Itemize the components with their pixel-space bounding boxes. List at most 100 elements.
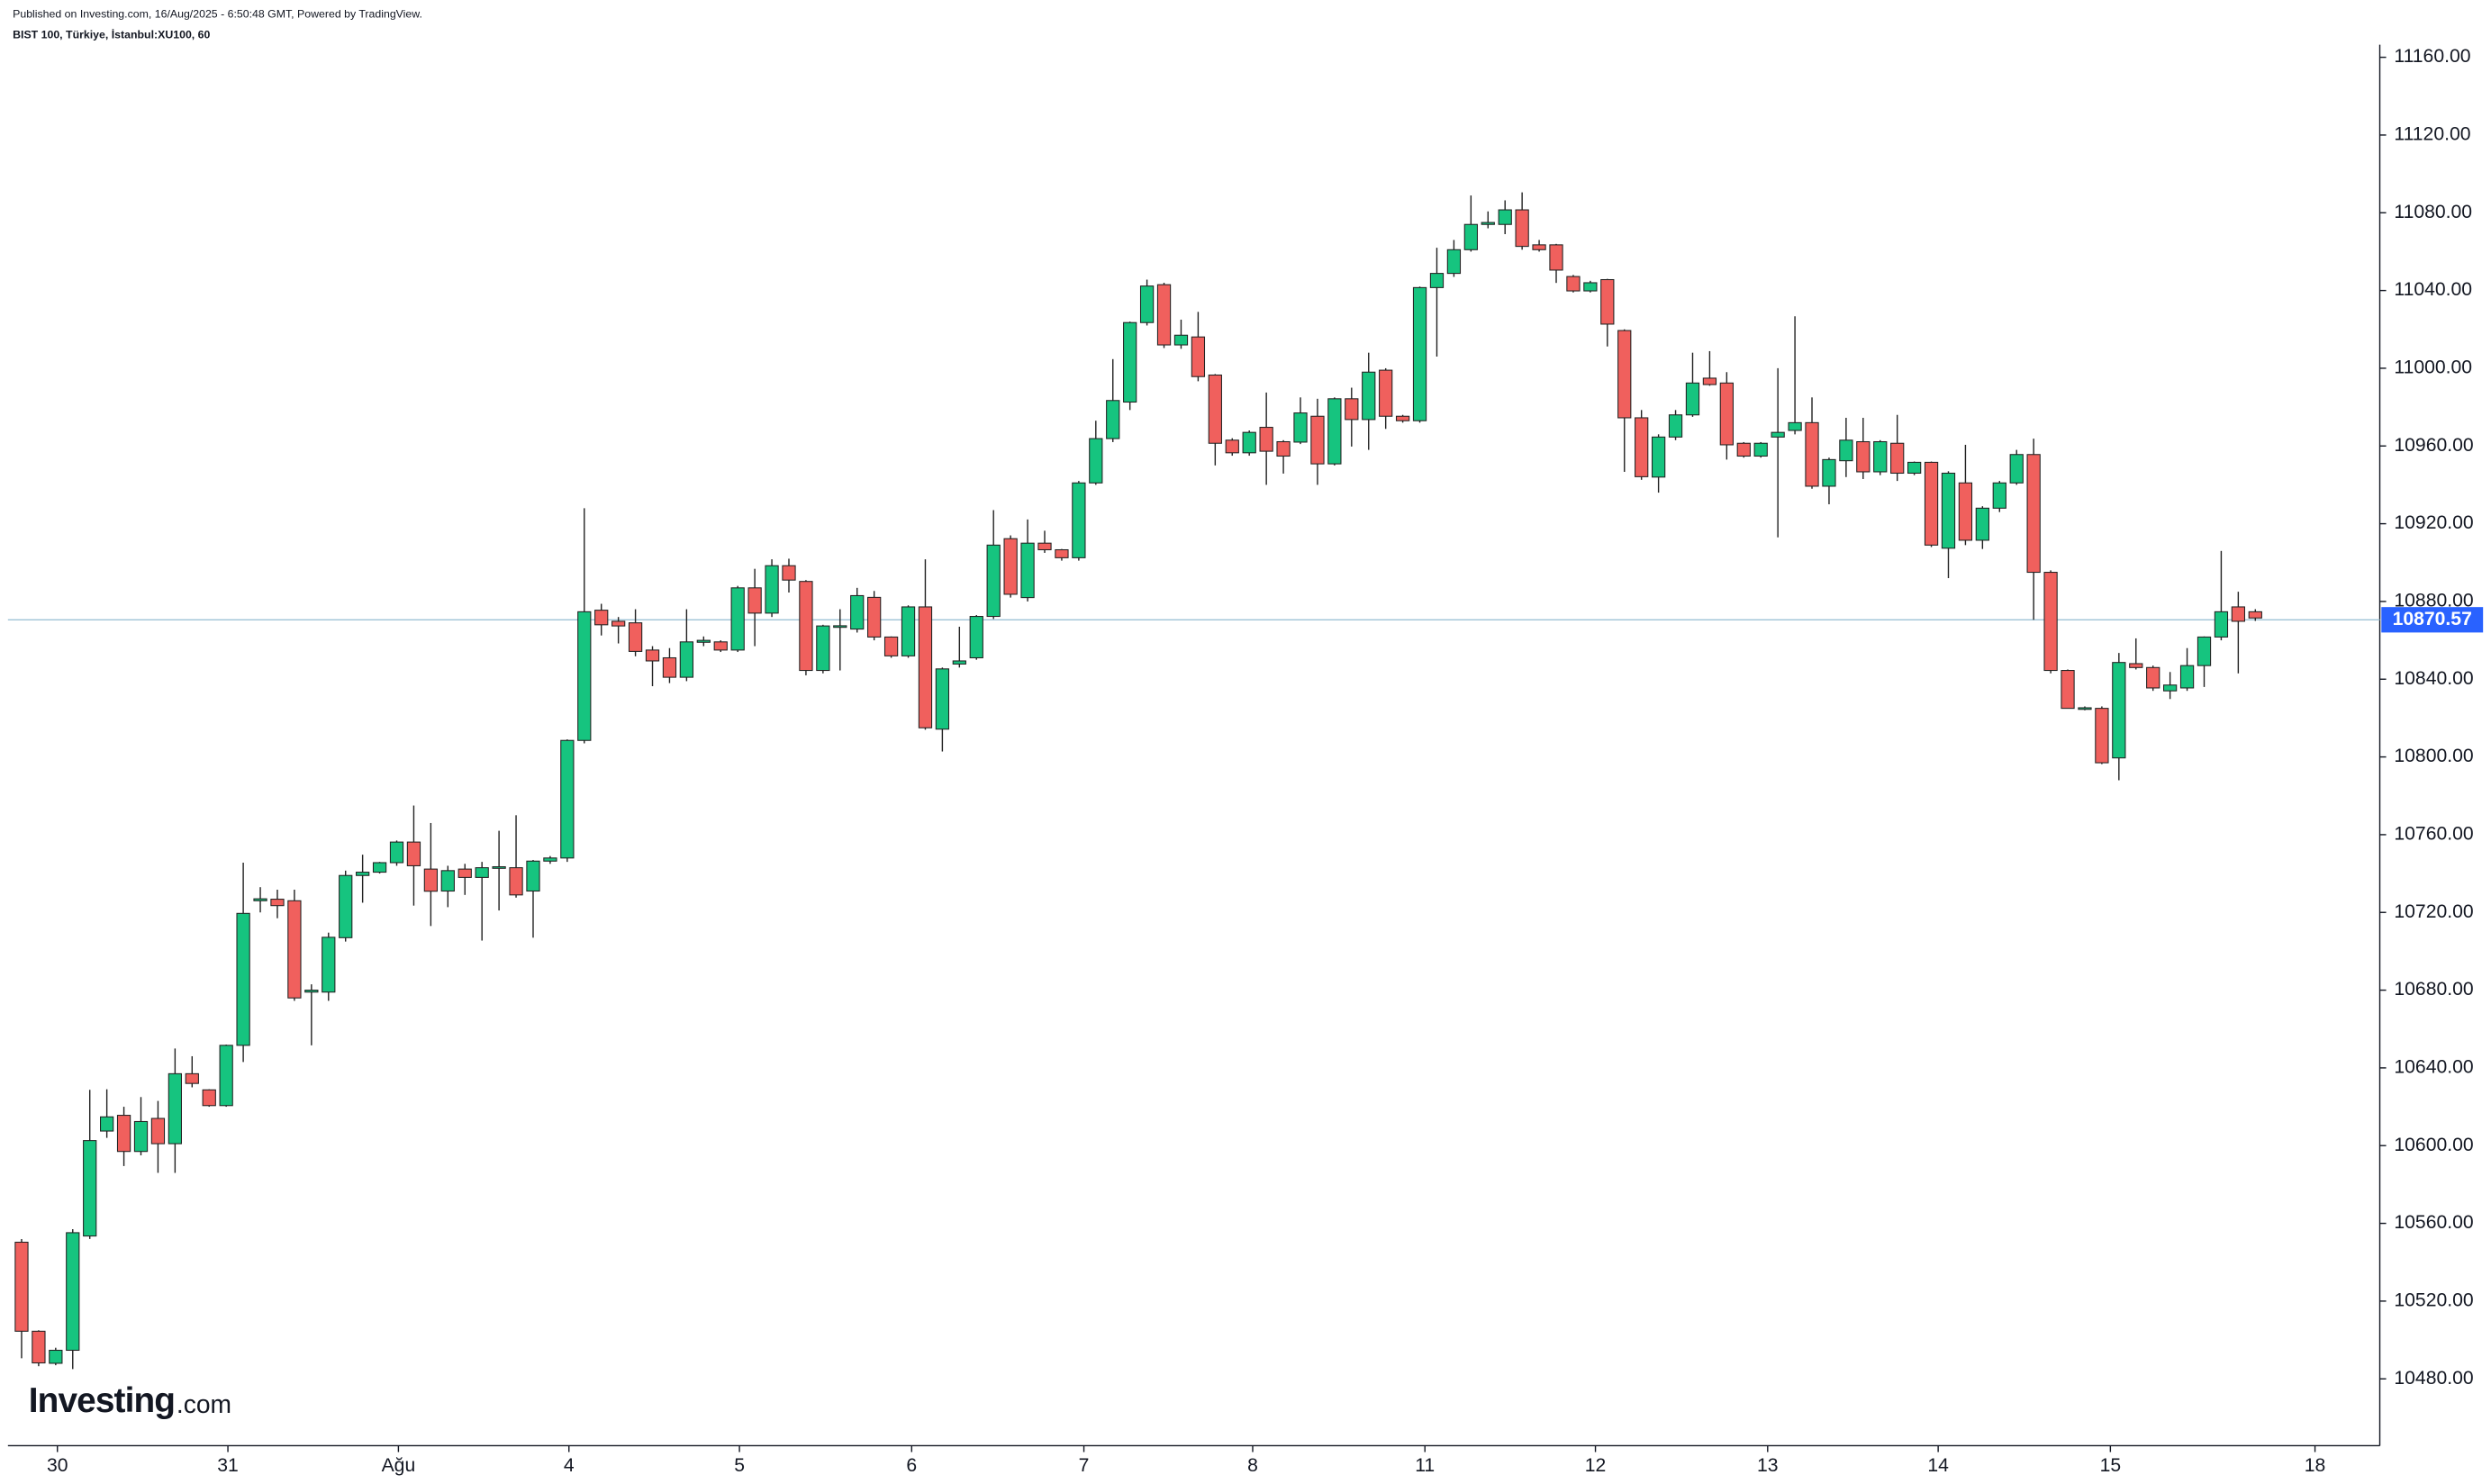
candle-body (1191, 336, 1206, 377)
y-tick-label: 11160.00 (2394, 46, 2470, 67)
candle-body (935, 668, 950, 730)
candle-body (2009, 454, 2024, 484)
candle-body (372, 862, 387, 873)
y-tick-label: 10760.00 (2394, 824, 2473, 845)
candle-body (1156, 284, 1172, 346)
y-tick-label: 10920.00 (2394, 512, 2473, 533)
x-tick-label: Ağu (382, 1455, 416, 1476)
candle-body (1173, 334, 1189, 346)
candle-body (1310, 415, 1325, 465)
candle-body (1395, 415, 1410, 421)
candle-body (32, 1330, 46, 1364)
y-tick-label: 10640.00 (2394, 1056, 2473, 1077)
logo-main: Investing (29, 1381, 175, 1420)
candle-body (2163, 684, 2178, 692)
candle-body (816, 625, 830, 672)
candle-body (1259, 427, 1273, 452)
candle-body (83, 1140, 97, 1237)
candle-body (2214, 611, 2229, 638)
candle-body (1992, 482, 2006, 509)
x-tick-label: 18 (2305, 1455, 2326, 1476)
logo: Investing .com (29, 1381, 231, 1420)
candle-body (509, 867, 523, 896)
candle-body (49, 1349, 63, 1364)
x-tick-label: 13 (1757, 1455, 1779, 1476)
candle-body (1208, 374, 1222, 444)
candle-body (1924, 461, 1939, 546)
candle-body (1856, 440, 1871, 473)
y-tick-label: 10880.00 (2394, 591, 2473, 611)
candle-body (440, 870, 455, 892)
candle-body (1839, 439, 1853, 462)
candle-body (1975, 507, 1989, 541)
candle-body (66, 1232, 80, 1352)
candle-body (1463, 223, 1478, 250)
candle-body (1089, 438, 1103, 484)
header: Published on Investing.com, 16/Aug/2025 … (13, 7, 422, 20)
candle-body (1907, 461, 1922, 475)
candle-body (1412, 286, 1427, 421)
candle-body (1805, 421, 1819, 487)
candle-body (1106, 400, 1120, 439)
candle-body (1345, 398, 1359, 421)
candle-body (1020, 542, 1035, 599)
candle-body (322, 937, 336, 993)
candle-body (116, 1115, 131, 1153)
candle-body (457, 868, 472, 878)
candle-body (2026, 454, 2041, 574)
candle-body (1685, 382, 1700, 416)
candle-body (2146, 666, 2160, 689)
candle-body (1481, 222, 1495, 225)
candle-body (867, 596, 882, 638)
logo-suffix: .com (177, 1389, 231, 1418)
candle-body (645, 649, 660, 662)
candle-body (1498, 209, 1512, 225)
x-tick-label: 30 (47, 1455, 68, 1476)
candle-body (543, 857, 557, 862)
candle-body (1515, 209, 1529, 248)
last-price-label: 10870.57 (2393, 609, 2472, 629)
candle-body (1771, 431, 1785, 438)
candle-body (1788, 421, 1802, 431)
candle-body (1583, 282, 1598, 292)
candle-body (1003, 538, 1018, 595)
candle-body (270, 899, 285, 907)
y-tick-label: 10680.00 (2394, 979, 2473, 1000)
candle-body (253, 898, 267, 901)
candle-body (986, 544, 1001, 618)
x-tick-label: 7 (1079, 1455, 1090, 1476)
candle-body (406, 841, 421, 866)
candle-body (100, 1116, 114, 1132)
candle-body (14, 1241, 29, 1332)
y-tick-label: 10600.00 (2394, 1135, 2473, 1155)
candle-body (833, 625, 847, 629)
candle-body (1958, 482, 1973, 541)
candle-body (883, 636, 899, 656)
y-tick-label: 10520.00 (2394, 1289, 2473, 1310)
candle-body (219, 1045, 233, 1107)
y-tick-label: 10960.00 (2394, 435, 2473, 456)
candle-body (1617, 330, 1632, 419)
last-price-badge (2381, 607, 2484, 633)
candle-body (730, 587, 745, 651)
candle-body (782, 565, 796, 581)
candle-body (679, 641, 694, 678)
candle-body (133, 1120, 149, 1153)
x-tick-label: 31 (217, 1455, 239, 1476)
candle-body (1549, 244, 1563, 271)
x-tick-label: 5 (734, 1455, 745, 1476)
candle-body (150, 1118, 166, 1145)
y-tick-label: 10480.00 (2394, 1368, 2473, 1389)
candle-body (1532, 244, 1546, 250)
candle-body (1362, 371, 1376, 421)
y-tick-label: 10840.00 (2394, 668, 2473, 689)
candle-body (1293, 412, 1308, 443)
candle-body (1379, 369, 1393, 417)
candle-body (1651, 436, 1666, 478)
x-tick-label: 15 (2100, 1455, 2122, 1476)
candle-body (594, 610, 609, 626)
y-tick-label: 11120.00 (2394, 124, 2470, 145)
candle-body (696, 639, 711, 643)
candle-body (423, 868, 439, 892)
